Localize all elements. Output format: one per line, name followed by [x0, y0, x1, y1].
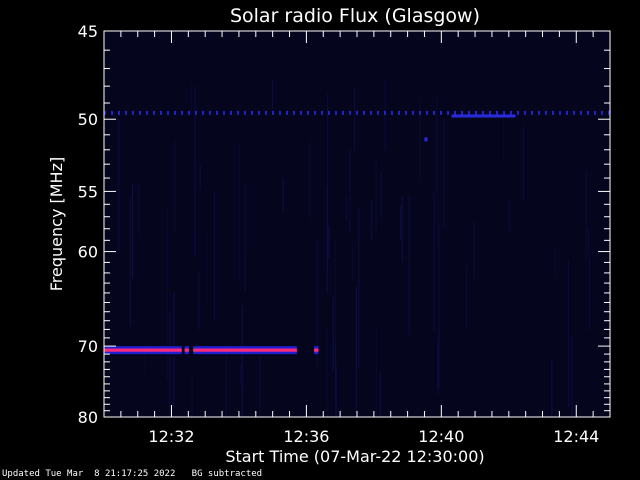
- noise-streak: [436, 94, 438, 195]
- noise-streak: [433, 190, 435, 331]
- noise-streak: [191, 372, 193, 417]
- noise-streak: [259, 348, 261, 417]
- noise-streak: [554, 244, 557, 279]
- noise-streak: [326, 327, 328, 417]
- band-core: [314, 348, 319, 352]
- noise-streak: [282, 178, 284, 211]
- x-tick-label: 12:32: [148, 427, 194, 446]
- noise-streak: [328, 226, 330, 259]
- noise-streak: [401, 196, 404, 263]
- noise-streak: [508, 197, 511, 231]
- noise-streak: [327, 94, 329, 270]
- noise-streak: [568, 260, 570, 407]
- band-core: [104, 348, 182, 352]
- feature-blip: [424, 137, 428, 142]
- noise-streak: [380, 172, 382, 217]
- noise-streak: [241, 305, 243, 417]
- noise-streak: [336, 366, 338, 417]
- y-tick-label: 70: [78, 337, 98, 356]
- y-axis: 45 50 55 60 70 80: [78, 22, 610, 427]
- noise-streak: [239, 363, 242, 385]
- noise-streak: [346, 197, 348, 220]
- x-axis: 12:32 12:36 12:40 12:44: [120, 31, 599, 446]
- band-core: [193, 348, 297, 352]
- noise-streak: [335, 337, 337, 417]
- noise-streak: [198, 272, 200, 330]
- noise-streak: [332, 297, 334, 372]
- noise-streak: [238, 143, 240, 283]
- y-tick-label: 55: [78, 182, 98, 201]
- noise-streak: [585, 170, 587, 261]
- noise-streak: [371, 200, 373, 240]
- noise-streak: [132, 183, 134, 279]
- noise-streak: [419, 97, 421, 182]
- y-tick-label: 45: [78, 22, 98, 41]
- noise-streak: [168, 313, 170, 417]
- noise-streak: [375, 156, 377, 232]
- noise-streak: [272, 79, 274, 110]
- noise-streak: [358, 206, 360, 369]
- noise-streak: [225, 341, 227, 417]
- noise-streak: [400, 206, 402, 241]
- updated-timestamp: Updated Tue Mar 8 21:17:25 2022: [2, 469, 176, 479]
- noise-streak: [244, 250, 246, 292]
- y-axis-label: Frequency [MHz]: [47, 157, 66, 291]
- noise-streak: [379, 373, 381, 417]
- noise-streak: [571, 334, 573, 417]
- noise-streak: [437, 337, 439, 394]
- noise-streak: [588, 257, 590, 331]
- noise-streak: [174, 139, 176, 232]
- noise-streak: [522, 125, 524, 201]
- noise-streak: [244, 178, 246, 251]
- noise-streak: [349, 147, 351, 232]
- x-tick-label: 12:40: [418, 427, 464, 446]
- noise-streak: [169, 293, 172, 417]
- noise-streak: [436, 118, 438, 247]
- bg-subtracted-note: BG subtracted: [191, 469, 263, 479]
- noise-streak: [138, 179, 140, 237]
- noise-streak: [375, 325, 377, 417]
- vertical-streaks: [118, 78, 590, 417]
- noise-streak: [129, 197, 132, 327]
- noise-streak: [199, 164, 201, 189]
- noise-streak: [206, 232, 208, 303]
- noise-streak: [408, 193, 410, 336]
- noise-streak: [316, 239, 318, 367]
- y-tick-label: 80: [78, 408, 98, 427]
- noise-streak: [352, 242, 354, 282]
- x-axis-label: Start Time (07-Mar-22 12:30:00): [225, 447, 484, 466]
- noise-streak: [118, 118, 120, 252]
- noise-streak: [194, 86, 196, 257]
- noise-streak: [355, 286, 357, 417]
- band-core: [184, 348, 189, 352]
- noise-streak: [144, 340, 146, 374]
- noise-streak: [551, 361, 553, 417]
- noise-streak: [354, 86, 356, 152]
- y-tick-label: 50: [78, 110, 98, 129]
- chart-title: Solar radio Flux (Glasgow): [230, 5, 480, 27]
- noise-streak: [335, 240, 337, 405]
- noise-streak: [438, 223, 440, 389]
- emission-features: [104, 110, 610, 355]
- noise-streak: [473, 221, 475, 279]
- y-tick-label: 60: [78, 243, 98, 262]
- noise-streak: [465, 266, 468, 330]
- x-tick-label: 12:36: [283, 427, 329, 446]
- noise-streak: [443, 119, 445, 229]
- x-tick-label: 12:44: [553, 427, 599, 446]
- noise-streak: [166, 206, 168, 380]
- noise-streak: [309, 139, 311, 222]
- noise-streak: [214, 191, 216, 322]
- noise-streak: [190, 82, 192, 116]
- noise-streak: [502, 112, 505, 160]
- noise-streak: [587, 228, 589, 254]
- footer: Updated Tue Mar 8 21:17:25 2022 BG subtr…: [2, 469, 262, 479]
